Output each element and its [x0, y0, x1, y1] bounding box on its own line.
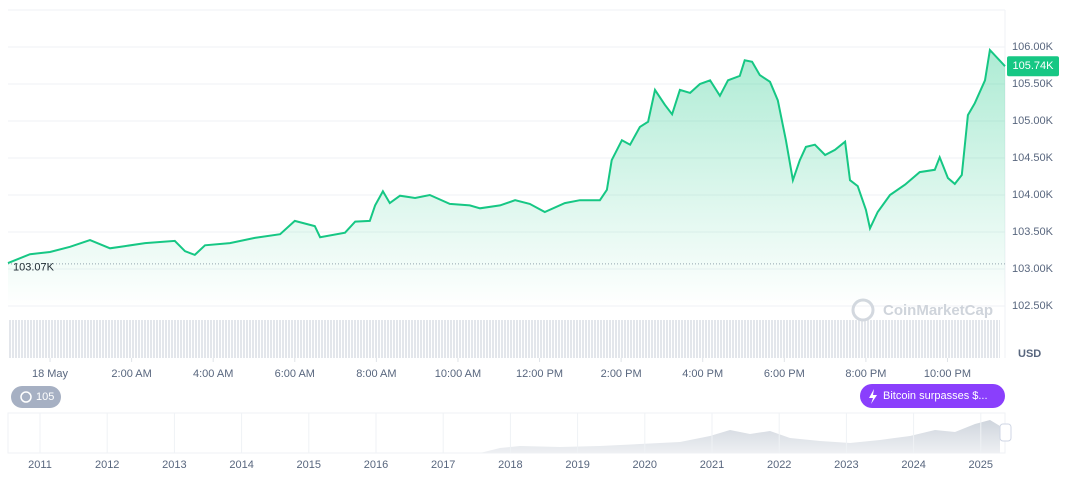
x-tick-label: 4:00 PM	[682, 368, 723, 380]
x-tick-label: 6:00 AM	[275, 368, 315, 380]
navigator-year: 2025	[969, 459, 993, 471]
currency-label: USD	[1018, 348, 1041, 360]
navigator-year: 2012	[95, 459, 119, 471]
x-tick-label: 12:00 PM	[516, 368, 563, 380]
navigator-year: 2013	[162, 459, 186, 471]
x-tick-label: 4:00 AM	[193, 368, 233, 380]
event-bg[interactable]	[860, 384, 1005, 408]
navigator-year: 2022	[767, 459, 791, 471]
navigator-year: 2016	[364, 459, 388, 471]
x-tick-label: 2:00 AM	[111, 368, 151, 380]
navigator-year: 2014	[229, 459, 253, 471]
y-tick-label: 104.00K	[1012, 189, 1054, 201]
badge-bg[interactable]	[11, 386, 61, 408]
price-line	[7, 47, 1006, 265]
x-tick-label: 8:00 AM	[356, 368, 396, 380]
navigator-year: 2015	[297, 459, 321, 471]
navigator-year: 2023	[834, 459, 858, 471]
navigator-year: 2018	[498, 459, 522, 471]
price-area	[8, 50, 1005, 306]
navigator-year: 2024	[901, 459, 925, 471]
navigator-handle[interactable]	[999, 423, 1012, 442]
x-tick-label: 10:00 PM	[924, 368, 971, 380]
x-tick-label: 18 May	[32, 368, 69, 380]
x-tick-label: 8:00 PM	[845, 368, 886, 380]
navigator-year: 2021	[700, 459, 724, 471]
current-price-tag	[1007, 56, 1059, 77]
current-price-label: 105.74K	[1013, 60, 1055, 72]
x-tick-label: 2:00 PM	[601, 368, 642, 380]
badge-count[interactable]: 105	[36, 391, 54, 403]
y-tick-label: 106.00K	[1012, 41, 1054, 53]
y-tick-label: 105.50K	[1012, 78, 1054, 90]
navigator-year: 2020	[633, 459, 657, 471]
history-badge[interactable]: 105	[11, 386, 61, 408]
y-tick-label: 105.00K	[1012, 115, 1054, 127]
event-badge[interactable]: Bitcoin surpasses $...	[860, 384, 1005, 408]
event-text[interactable]: Bitcoin surpasses $...	[883, 390, 988, 402]
navigator-year: 2011	[28, 459, 52, 471]
clock-icon	[20, 391, 32, 403]
y-tick-label: 104.50K	[1012, 152, 1054, 164]
watermark-text: CoinMarketCap	[883, 302, 993, 319]
navigator-year: 2019	[565, 459, 589, 471]
navigator-year: 2017	[431, 459, 455, 471]
x-tick-label: 10:00 AM	[435, 368, 481, 380]
navigator-area	[480, 420, 1000, 453]
y-tick-label: 103.50K	[1012, 226, 1054, 238]
volume-bars	[8, 320, 1000, 358]
bolt-icon	[869, 389, 877, 404]
x-tick-label: 6:00 PM	[764, 368, 805, 380]
y-tick-label: 103.00K	[1012, 263, 1054, 275]
y-tick-label: 102.50K	[1012, 300, 1054, 312]
